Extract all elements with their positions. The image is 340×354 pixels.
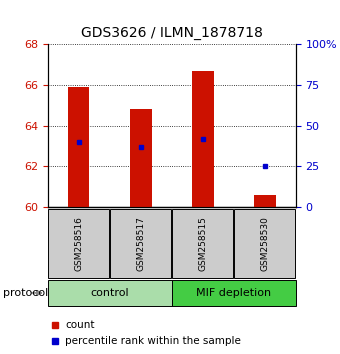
Bar [48,209,109,278]
Text: percentile rank within the sample: percentile rank within the sample [65,336,241,346]
Bar [172,280,296,306]
Text: MIF depletion: MIF depletion [196,288,271,298]
Text: protocol: protocol [3,288,49,298]
Text: count: count [65,320,95,330]
Title: GDS3626 / ILMN_1878718: GDS3626 / ILMN_1878718 [81,27,262,40]
Text: GSM258515: GSM258515 [198,216,207,271]
Text: GSM258516: GSM258516 [74,216,83,271]
Bar [68,87,89,207]
Bar [192,71,214,207]
Bar [48,280,172,306]
Text: GSM258517: GSM258517 [136,216,145,271]
Bar [234,209,295,278]
Bar [110,209,171,278]
Text: GSM258530: GSM258530 [260,216,269,271]
Text: control: control [90,288,129,298]
Bar [254,195,276,207]
Bar [172,209,233,278]
Bar [130,109,152,207]
